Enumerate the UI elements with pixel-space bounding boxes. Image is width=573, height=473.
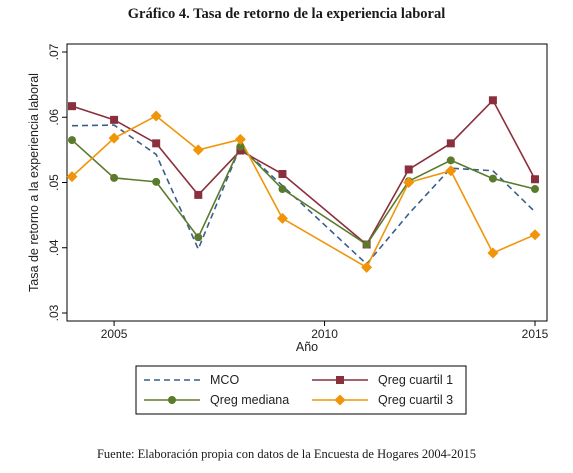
data-point	[192, 144, 204, 156]
x-tick-label: 2015	[522, 327, 549, 341]
y-tick-label: .05	[47, 174, 61, 191]
y-tick-label: .04	[47, 239, 61, 256]
data-point	[108, 132, 120, 144]
data-point	[488, 174, 497, 183]
data-point	[236, 142, 245, 151]
legend: MCO Qreg cuartil 1 Qreg mediana Qreg cuarti…	[135, 365, 467, 415]
legend-label: Qreg cuartil 3	[378, 393, 453, 407]
data-point	[276, 212, 288, 224]
legend-marker	[168, 396, 176, 404]
data-point	[487, 247, 499, 259]
data-point	[194, 233, 203, 242]
plot-area	[66, 43, 548, 322]
source-note: Fuente: Elaboración propia con datos de …	[96, 447, 477, 461]
chart-title: Gráfico 4. Tasa de retorno de la experie…	[127, 6, 446, 22]
x-tick-label: 2005	[101, 327, 128, 341]
data-point	[66, 171, 78, 183]
data-point	[488, 96, 497, 105]
legend-label: Qreg cuartil 1	[378, 373, 453, 387]
data-point	[446, 139, 455, 148]
legend-marker	[336, 376, 344, 384]
data-point	[403, 177, 415, 188]
data-point	[234, 133, 246, 145]
axes: .03 .04 .05 .06 .07 2005 2010 2015 Año Tasa de re…	[27, 43, 549, 354]
y-tick-label: .07	[47, 43, 61, 60]
y-tick-label: .06	[47, 109, 61, 126]
data-point	[278, 185, 287, 194]
legend-label: MCO	[210, 373, 239, 387]
series-layer	[66, 96, 541, 273]
legend-label: Qreg mediana	[210, 393, 289, 407]
legend-marker	[334, 394, 346, 406]
data-point	[529, 229, 541, 241]
data-point	[68, 102, 76, 111]
data-point	[150, 110, 162, 122]
data-point	[110, 115, 119, 124]
data-point	[68, 136, 76, 145]
y-axis-title: Tasa de retorno a la experiencia laboral	[27, 73, 41, 292]
data-point	[445, 165, 457, 177]
y-tick-label: .03	[47, 304, 61, 321]
data-point	[404, 165, 413, 174]
data-point	[194, 190, 203, 199]
data-point	[110, 173, 119, 182]
data-point	[362, 240, 371, 249]
data-point	[278, 170, 287, 179]
data-point	[531, 175, 539, 184]
data-point	[152, 177, 161, 186]
data-point	[446, 156, 455, 165]
plot-frame	[66, 43, 548, 322]
data-point	[361, 261, 373, 273]
legend-box	[135, 365, 467, 415]
x-tick-label: 2010	[311, 327, 338, 341]
x-axis-title: Año	[296, 340, 318, 354]
data-point	[152, 139, 161, 148]
data-point	[531, 185, 539, 194]
